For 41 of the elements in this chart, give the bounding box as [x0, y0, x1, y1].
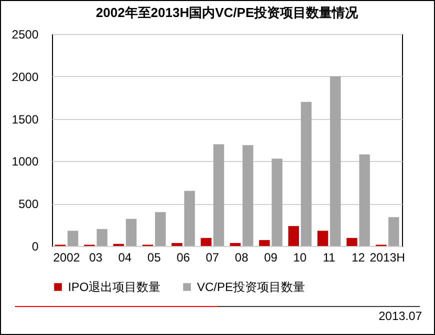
bar	[155, 212, 166, 246]
x-tick-label: 04	[118, 250, 132, 264]
x-tick-label: 06	[176, 250, 190, 264]
bar	[359, 154, 370, 246]
y-tick-label: 2000	[12, 70, 39, 84]
y-tick-label: 1000	[12, 154, 39, 169]
x-tick-label: 12	[352, 250, 366, 264]
bar	[330, 76, 341, 246]
y-tick-label: 2500	[12, 28, 39, 42]
text: 2013.07	[378, 309, 422, 323]
x-tick-label: 09	[264, 250, 278, 264]
bar	[242, 145, 254, 246]
bar	[346, 238, 358, 246]
bar	[213, 144, 224, 246]
x-tick-label: 11	[322, 250, 336, 264]
bar	[96, 229, 108, 246]
x-tick-label: 03	[89, 250, 103, 264]
y-tick-label: 0	[32, 240, 39, 254]
bar	[259, 240, 270, 246]
bar	[172, 243, 182, 246]
x-tick-label: 10	[293, 250, 307, 264]
bar	[184, 190, 195, 246]
y-tick-label: 1500	[12, 112, 39, 126]
chart-title: 2002年至2013H国内VC/PE投资项目数量情况	[96, 5, 360, 20]
x-tick-label: 2002	[53, 250, 80, 264]
bar	[200, 238, 212, 246]
legend-label: VC/PE投资项目数量	[197, 280, 306, 294]
bar	[68, 230, 78, 246]
bar	[288, 226, 299, 246]
x-tick-label: 05	[147, 250, 162, 264]
x-tick-label: 2013H	[370, 250, 406, 264]
bar	[388, 217, 400, 246]
bar	[317, 230, 328, 246]
bar	[126, 218, 137, 246]
bar	[272, 158, 282, 246]
legend-label: IPO退出项目数量	[68, 280, 161, 294]
bar	[230, 243, 241, 246]
x-tick-label: 07	[206, 250, 220, 264]
x-tick-label: 08	[234, 250, 249, 264]
bar	[300, 102, 312, 246]
y-tick-label: 500	[18, 197, 39, 212]
